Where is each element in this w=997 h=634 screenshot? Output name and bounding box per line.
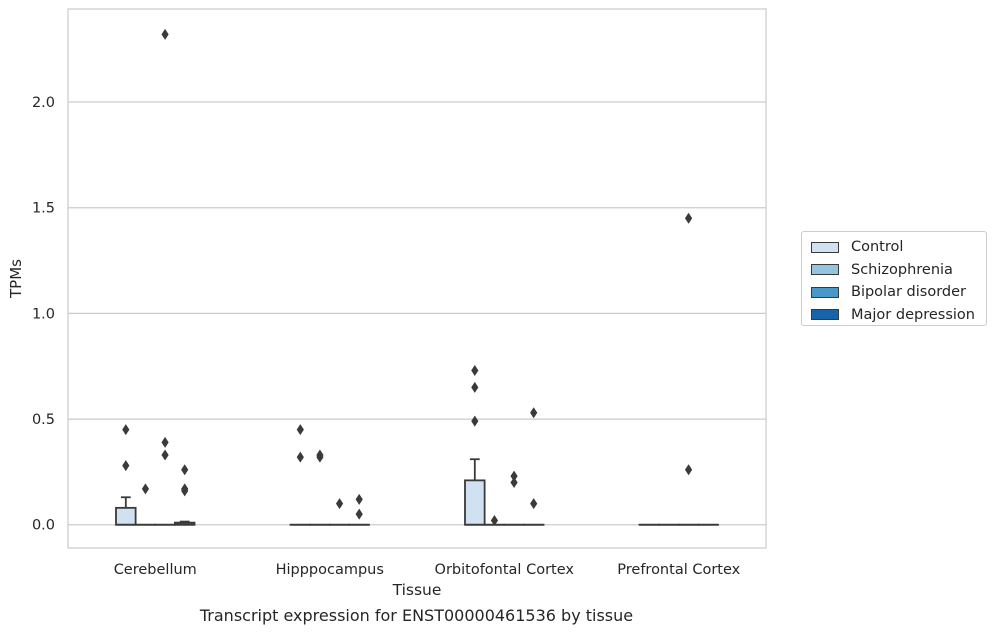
box [115, 506, 137, 526]
legend-swatch [811, 241, 839, 253]
y-tick-label: 0.5 [32, 412, 55, 428]
plot-frame [67, 8, 767, 549]
legend-label: Schizophrenia [851, 261, 953, 278]
gridlines [68, 101, 766, 526]
x-axis-label: Tissue [392, 581, 442, 599]
x-tick-label: Orbitofontal Cortex [435, 562, 575, 578]
y-tick-label: 1.0 [32, 306, 55, 322]
legend-swatch [811, 286, 839, 298]
outlier-point [296, 451, 304, 463]
legend-swatch [811, 264, 839, 276]
y-tick-label: 1.5 [32, 201, 55, 217]
outlier-point [471, 364, 479, 376]
outlier-point [335, 498, 344, 510]
box [464, 479, 486, 526]
outlier-point [490, 515, 499, 527]
outlier-point [530, 498, 538, 510]
box-plots [115, 458, 719, 526]
outlier-point [141, 483, 150, 495]
box-control [115, 496, 137, 526]
outlier-point [181, 485, 189, 497]
box-control [464, 458, 486, 526]
outlier-point [161, 449, 169, 461]
legend-item: Schizophrenia [811, 259, 986, 282]
outlier-point [510, 470, 518, 482]
legend-item: Major depression [811, 304, 986, 327]
x-tick-label: Cerebellum [114, 562, 197, 578]
y-axis-label: TPMs [7, 259, 25, 299]
outlier-point [161, 436, 169, 448]
x-tick-label: Hipppocampus [276, 562, 384, 578]
outlier-point [181, 464, 189, 476]
x-tick-label: Prefrontal Cortex [617, 562, 740, 578]
y-tick-labels: 0.0 0.5 1.0 1.5 2.0 [32, 95, 55, 534]
y-tick-label: 2.0 [32, 95, 55, 111]
outlier-point [684, 464, 693, 476]
outlier-point [122, 460, 130, 472]
x-tick-labels: Cerebellum Hipppocampus Orbitofontal Corte… [114, 562, 741, 578]
y-tick-label: 0.0 [32, 518, 55, 534]
legend-label: Bipolar disorder [851, 284, 966, 301]
outlier-points [122, 28, 693, 527]
outlier-point [355, 493, 363, 505]
legend-item: Control [811, 236, 986, 259]
box-major-depression [173, 520, 196, 526]
outlier-point [471, 415, 479, 427]
legend-label: Major depression [851, 306, 975, 323]
outlier-point [122, 424, 130, 436]
outlier-point [471, 381, 479, 393]
legend-swatch [811, 309, 839, 321]
outlier-point [316, 451, 324, 463]
legend: Control Schizophrenia Bipolar disorder Majo… [801, 231, 987, 326]
outlier-point [530, 407, 538, 419]
legend-item: Bipolar disorder [811, 281, 986, 304]
outlier-point [355, 508, 363, 520]
chart-caption: Transcript expression for ENST0000046153… [199, 606, 634, 625]
outlier-point [510, 476, 518, 488]
outlier-point [296, 424, 304, 436]
outlier-point [684, 212, 693, 224]
outlier-point [161, 28, 169, 40]
legend-label: Control [851, 239, 904, 256]
